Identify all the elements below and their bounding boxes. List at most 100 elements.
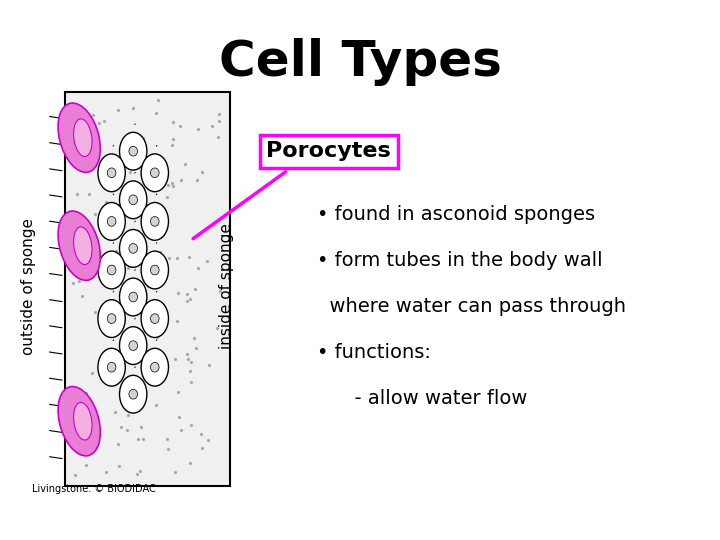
Point [68, 279, 79, 287]
Point [122, 264, 134, 273]
Ellipse shape [98, 251, 125, 289]
Text: • found in asconoid sponges: • found in asconoid sponges [317, 205, 595, 224]
Point [192, 125, 204, 134]
Point [150, 222, 161, 231]
Point [99, 117, 110, 126]
Point [132, 227, 144, 236]
Point [96, 315, 108, 324]
Point [125, 158, 136, 167]
Ellipse shape [150, 217, 159, 226]
Point [150, 109, 161, 117]
Point [132, 435, 144, 444]
Point [167, 135, 179, 144]
Point [80, 388, 91, 397]
Ellipse shape [98, 348, 125, 386]
Point [71, 190, 82, 199]
Point [166, 141, 178, 150]
Point [150, 333, 162, 342]
Point [112, 202, 123, 211]
Ellipse shape [129, 389, 138, 399]
Point [121, 426, 132, 435]
Ellipse shape [150, 314, 159, 323]
Point [195, 429, 207, 438]
Point [212, 324, 223, 333]
Point [75, 417, 86, 426]
Point [127, 104, 139, 112]
Point [138, 134, 149, 143]
Ellipse shape [129, 195, 138, 205]
Point [114, 462, 125, 470]
Ellipse shape [120, 181, 147, 219]
Text: Cell Types: Cell Types [219, 38, 501, 86]
Point [188, 334, 199, 343]
Ellipse shape [141, 300, 168, 338]
Point [181, 297, 192, 306]
Point [138, 224, 150, 232]
Point [184, 367, 196, 375]
Point [162, 180, 174, 189]
Point [136, 217, 148, 225]
Ellipse shape [141, 154, 168, 192]
Point [84, 189, 95, 198]
Text: - allow water flow: - allow water flow [317, 389, 527, 408]
Point [91, 429, 102, 438]
Ellipse shape [141, 202, 168, 240]
Point [89, 308, 101, 316]
Ellipse shape [120, 375, 147, 413]
Ellipse shape [58, 103, 100, 172]
Ellipse shape [107, 314, 116, 323]
Point [185, 357, 197, 366]
Point [185, 378, 197, 387]
Ellipse shape [58, 387, 100, 456]
Point [73, 276, 84, 285]
Point [128, 384, 140, 393]
Point [95, 219, 107, 227]
Ellipse shape [98, 154, 125, 192]
Point [182, 355, 194, 364]
Point [120, 288, 131, 297]
Point [79, 429, 91, 437]
Point [168, 181, 179, 190]
Ellipse shape [73, 402, 92, 440]
Point [70, 471, 81, 480]
Ellipse shape [129, 341, 138, 350]
Text: outside of sponge: outside of sponge [22, 218, 36, 355]
Text: where water can pass through: where water can pass through [317, 297, 626, 316]
Ellipse shape [73, 227, 92, 265]
Point [107, 222, 118, 231]
Point [81, 460, 92, 469]
Point [86, 368, 97, 377]
Point [214, 287, 225, 295]
Ellipse shape [120, 278, 147, 316]
Text: Livingstone. © BIODIDAC: Livingstone. © BIODIDAC [32, 484, 156, 494]
Ellipse shape [129, 244, 138, 253]
Point [172, 289, 184, 298]
Ellipse shape [58, 211, 100, 280]
Point [152, 278, 163, 286]
Point [203, 436, 215, 444]
Point [179, 159, 190, 168]
Point [96, 364, 108, 373]
Point [171, 317, 183, 326]
Point [101, 198, 112, 206]
Ellipse shape [98, 300, 125, 338]
Point [192, 176, 203, 185]
Point [81, 233, 92, 242]
Point [207, 122, 218, 130]
Point [112, 440, 124, 449]
Point [142, 282, 153, 291]
Point [213, 117, 225, 125]
Point [109, 408, 120, 416]
Point [124, 168, 135, 177]
Point [161, 193, 173, 201]
Bar [65, 92, 230, 486]
Text: • functions:: • functions: [317, 343, 431, 362]
Point [107, 264, 119, 272]
Point [167, 117, 179, 126]
Point [93, 119, 104, 127]
Point [171, 253, 183, 262]
Point [161, 435, 173, 443]
Ellipse shape [107, 265, 116, 275]
Point [169, 468, 181, 477]
Point [152, 96, 163, 104]
